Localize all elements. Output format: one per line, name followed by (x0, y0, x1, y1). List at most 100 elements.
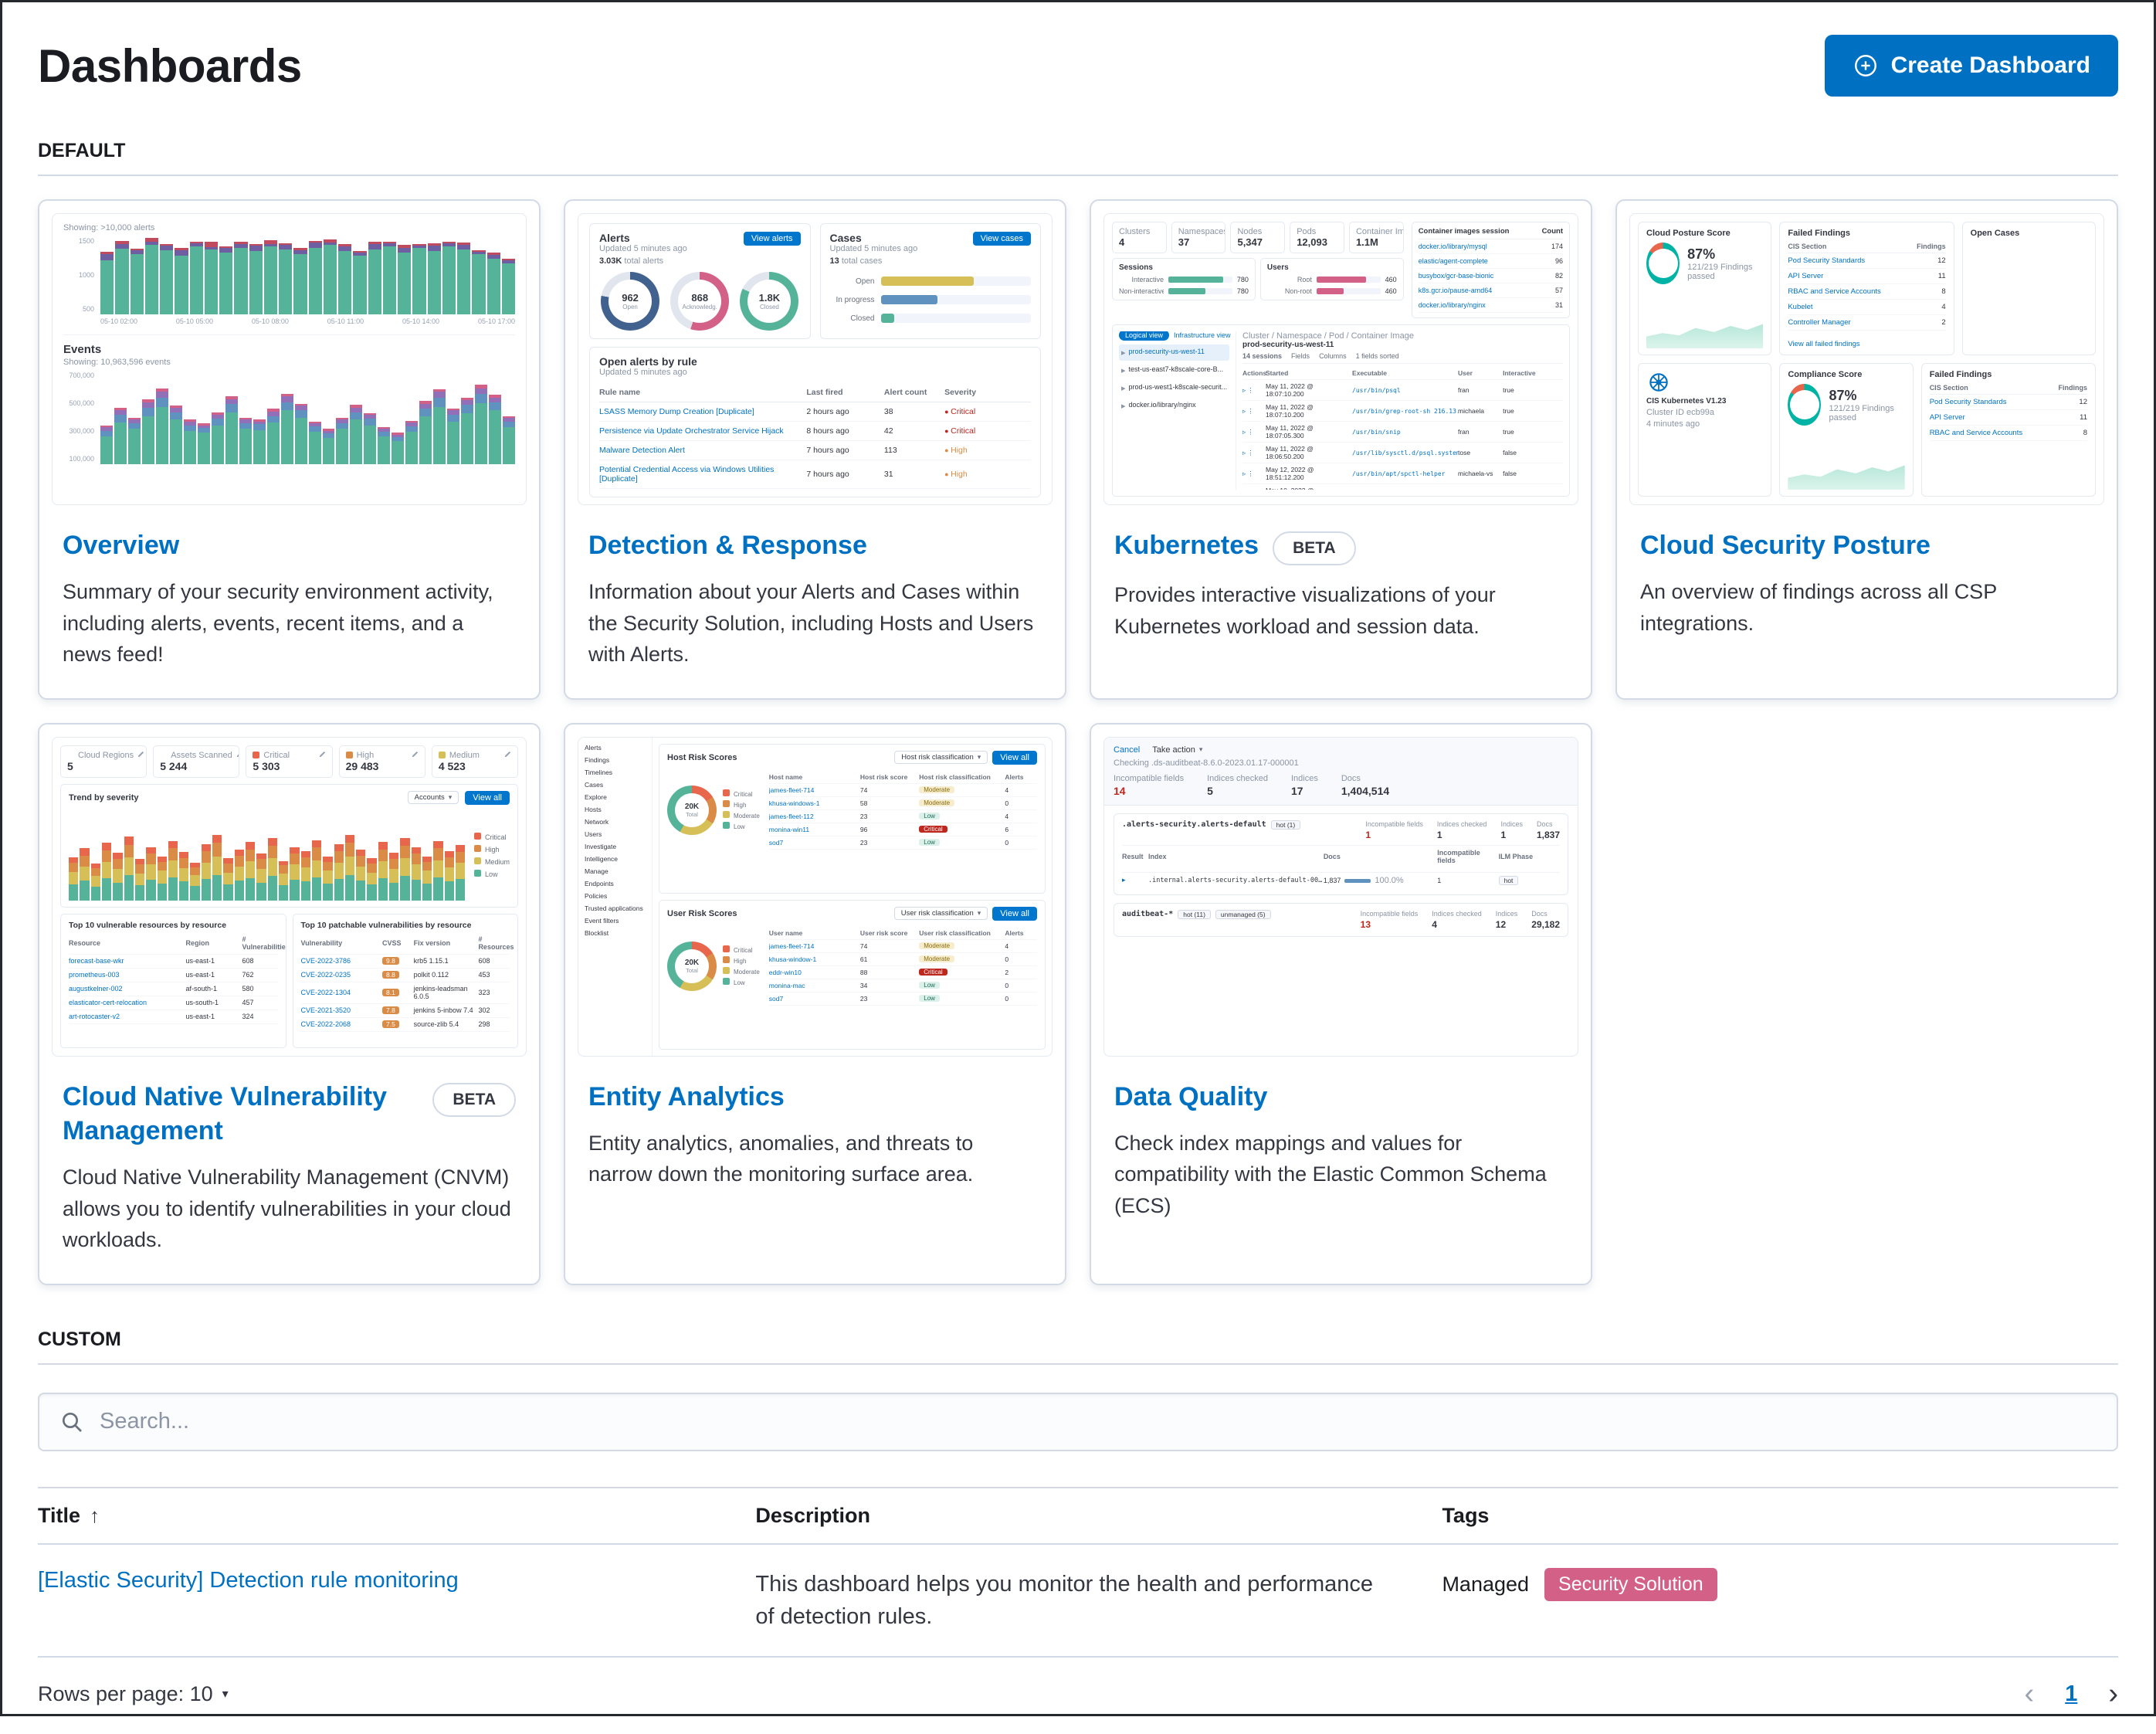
cluster-tree-item: ▸ prod-security-us-west-11 (1119, 344, 1229, 361)
nav-item: Manage (585, 867, 608, 875)
nav-item: Timelines (585, 768, 613, 776)
data-quality-stat: Indices checked 5 (1207, 773, 1268, 797)
nav-item: Endpoints (585, 879, 614, 887)
data-quality-dashboard-link[interactable]: Data Quality (1114, 1081, 1268, 1111)
nav-item: Intelligence (585, 854, 619, 863)
dashboard-card-kubernetes[interactable]: Clusters 4 Namespaces 37 Nodes 5,347 (1090, 199, 1592, 700)
legend-item: Critical (473, 833, 510, 841)
sort-ascending-icon: ↑ (90, 1503, 100, 1527)
alerts-status-donut: 962 Open (601, 272, 660, 331)
compliance-score-donut (1788, 384, 1822, 426)
failed-finding-row: Controller Manager 2 (1788, 315, 1946, 331)
nav-item: Policies (585, 891, 608, 900)
failed-finding-row: API Server 11 (1788, 269, 1946, 284)
vulnerable-resource-row: augustkelner-002 af-south-1 580 (69, 982, 278, 996)
create-dashboard-button[interactable]: Create Dashboard (1824, 35, 2118, 97)
cnvm-dashboard-link[interactable]: Cloud Native Vulnerability Management (63, 1081, 388, 1145)
cluster-tree-item: ▸ test-us-east7-k8scale-core-B... (1121, 365, 1224, 375)
tag-security-solution[interactable]: Security Solution (1544, 1567, 1717, 1601)
dashboard-card-data-quality[interactable]: Cancel Take action ▾ Checking .ds-auditbe… (1090, 722, 1592, 1285)
kubernetes-stat-tile: Container Images1.1M (1348, 222, 1404, 253)
top-patchable-vulnerabilities-table: Top 10 patchable vulnerabilities by reso… (292, 913, 518, 1048)
events-bar-chart (100, 372, 516, 464)
cnvm-stat-tile: Critical 5 303 (246, 745, 333, 778)
failed-finding-row: Pod Security Standards 12 (1929, 395, 2087, 410)
nav-item: Users (585, 830, 602, 838)
create-dashboard-label: Create Dashboard (1890, 53, 2090, 78)
csp-dashboard-link[interactable]: Cloud Security Posture (1640, 531, 1931, 560)
session-actions-icons: ▹⋮ (1242, 448, 1256, 456)
patchable-vulnerability-row: CVE-2022-3786 9.8 krb5 1.15.1 608 (300, 955, 510, 969)
dashboard-card-overview[interactable]: Showing: >10,000 alerts 1500 1000 500 05-1… (38, 199, 541, 700)
entity-analytics-description: Entity analytics, anomalies, and threats… (588, 1131, 974, 1186)
posture-score-donut (1646, 243, 1680, 284)
data-quality-stat: Docs 1,404,514 (1341, 773, 1390, 797)
session-row: ▹⋮ May 10, 2022 @ 18:51:04.200 /usr/bin/… (1242, 484, 1563, 490)
nav-item: Network (585, 817, 609, 826)
failed-finding-row: Pod Security Standards 12 (1788, 253, 1946, 269)
legend-item: Low (723, 822, 760, 830)
next-page-button[interactable]: › (2108, 1677, 2118, 1710)
session-actions-icons: ▹⋮ (1242, 406, 1256, 415)
session-row: ▹⋮ May 12, 2022 @ 18:51:12.200 /usr/bin/… (1242, 463, 1563, 484)
open-alerts-by-rule-panel: Open alerts by rule Updated 5 minutes ag… (589, 347, 1041, 497)
cnvm-description: Cloud Native Vulnerability Management (C… (63, 1166, 511, 1252)
managed-label: Managed (1442, 1572, 1530, 1596)
column-header-title[interactable]: Title ↑ (38, 1503, 100, 1527)
dashboard-card-entity-analytics[interactable]: Alerts Findings Timelines Cases Explore Hosts… (564, 722, 1066, 1285)
kubernetes-stat-tile: Clusters 4 (1112, 222, 1167, 253)
compliance-score-tile: Compliance Score 87% 121/219 Findings pas… (1779, 363, 1914, 497)
csp-description: An overview of findings across all CSP i… (1640, 580, 1997, 635)
alerts-status-donut: 868 Acknowledg. (670, 272, 730, 331)
host-risk-row: james-fleet-112 23 Low 4 (768, 810, 1037, 823)
section-divider (38, 1362, 2118, 1365)
cloud-posture-score-tile: Cloud Posture Score 87% 121/219 Findings … (1638, 222, 1772, 355)
search-bar[interactable] (38, 1392, 2118, 1451)
session-row: ▹⋮ May 11, 2022 @ 18:07:05.300 /usr/bin/… (1242, 422, 1563, 443)
view-cases-button: View cases (972, 232, 1031, 246)
page-number-1[interactable]: 1 (2065, 1681, 2078, 1706)
legend-item: Moderate (723, 967, 760, 976)
trend-by-severity-panel: Trend by severity Accounts ▾ View all Cri… (60, 783, 518, 908)
legend-item: Medium (473, 857, 510, 866)
patchable-vulnerability-row: CVE-2022-1304 8.1 jenkins-leadsman 6.0.5 32… (300, 982, 510, 1004)
dashboard-card-cloud-security-posture[interactable]: Cloud Posture Score 87% 121/219 Findings … (1615, 199, 2118, 700)
alerts-histogram: Showing: >10,000 alerts 1500 1000 500 05-1… (63, 223, 515, 325)
alerts-status-donut: 1.8K Closed (740, 272, 799, 331)
previous-page-button[interactable]: ‹ (2024, 1677, 2035, 1710)
alerts-bar-chart (100, 237, 515, 314)
nav-item: Trusted applications (585, 904, 643, 912)
ilm-hot-badge: hot (11) (1178, 909, 1211, 919)
container-images-panel: Container images session Count docker.io/… (1411, 222, 1570, 318)
dashboard-card-detection-response[interactable]: Alerts Updated 5 minutes ago View alerts… (564, 199, 1066, 700)
entity-analytics-dashboard-link[interactable]: Entity Analytics (588, 1081, 785, 1111)
session-row: ▹⋮ May 11, 2022 @ 18:07:10.200 /usr/bin/… (1242, 380, 1563, 401)
rows-per-page-button[interactable]: Rows per page: 10 ▾ (38, 1681, 229, 1705)
events-title: Events (63, 343, 102, 356)
overview-dashboard-link[interactable]: Overview (63, 531, 180, 560)
detection-response-dashboard-link[interactable]: Detection & Response (588, 531, 867, 560)
cluster-tile: CIS Kubernetes V1.23 Cluster ID ecb99a 4… (1638, 363, 1772, 497)
events-showing-label: Showing: 10,963,596 events (63, 358, 171, 367)
cnvm-stat-tile: Assets Scanned 5 244 (153, 745, 240, 778)
cluster-tree-item: ▸ prod-us-west1-k8scale-securit... (1121, 383, 1228, 393)
table-row: [Elastic Security] Detection rule monito… (38, 1545, 2118, 1658)
page-title: Dashboards (38, 39, 302, 92)
legend-item: Low (723, 978, 760, 986)
vulnerable-resource-row: elasticator-cert-relocation us-south-1 457 (69, 996, 278, 1010)
kubernetes-description: Provides interactive visualizations of y… (1114, 583, 1496, 638)
failed-finding-row: RBAC and Service Accounts 8 (1788, 284, 1946, 300)
patchable-vulnerability-row: CVE-2021-3520 7.8 jenkins 5-inbow 7.4 302 (300, 1004, 510, 1018)
data-quality-description: Check index mappings and values for comp… (1114, 1131, 1547, 1217)
host-risk-scores-panel: Host Risk Scores Host risk classificatio… (659, 743, 1046, 894)
legend-item: High (723, 800, 760, 809)
search-input[interactable] (100, 1409, 2097, 1435)
dashboard-card-cnvm[interactable]: Cloud Regions 5 Assets Scanned 5 244 Cri… (38, 722, 541, 1285)
session-actions-icons: ▹⋮ (1242, 385, 1256, 394)
cluster-tree-item: ▸ docker.io/library/nginx (1121, 401, 1196, 411)
cases-panel: Cases Updated 5 minutes ago View cases 1… (819, 223, 1041, 339)
kubernetes-dashboard-link[interactable]: Kubernetes (1114, 531, 1259, 560)
expand-row-icon: ▸ (1122, 876, 1126, 884)
alert-rule-row: Persistence via Update Orchestrator Serv… (599, 422, 1031, 441)
dashboard-row-link[interactable]: [Elastic Security] Detection rule monito… (38, 1567, 459, 1593)
